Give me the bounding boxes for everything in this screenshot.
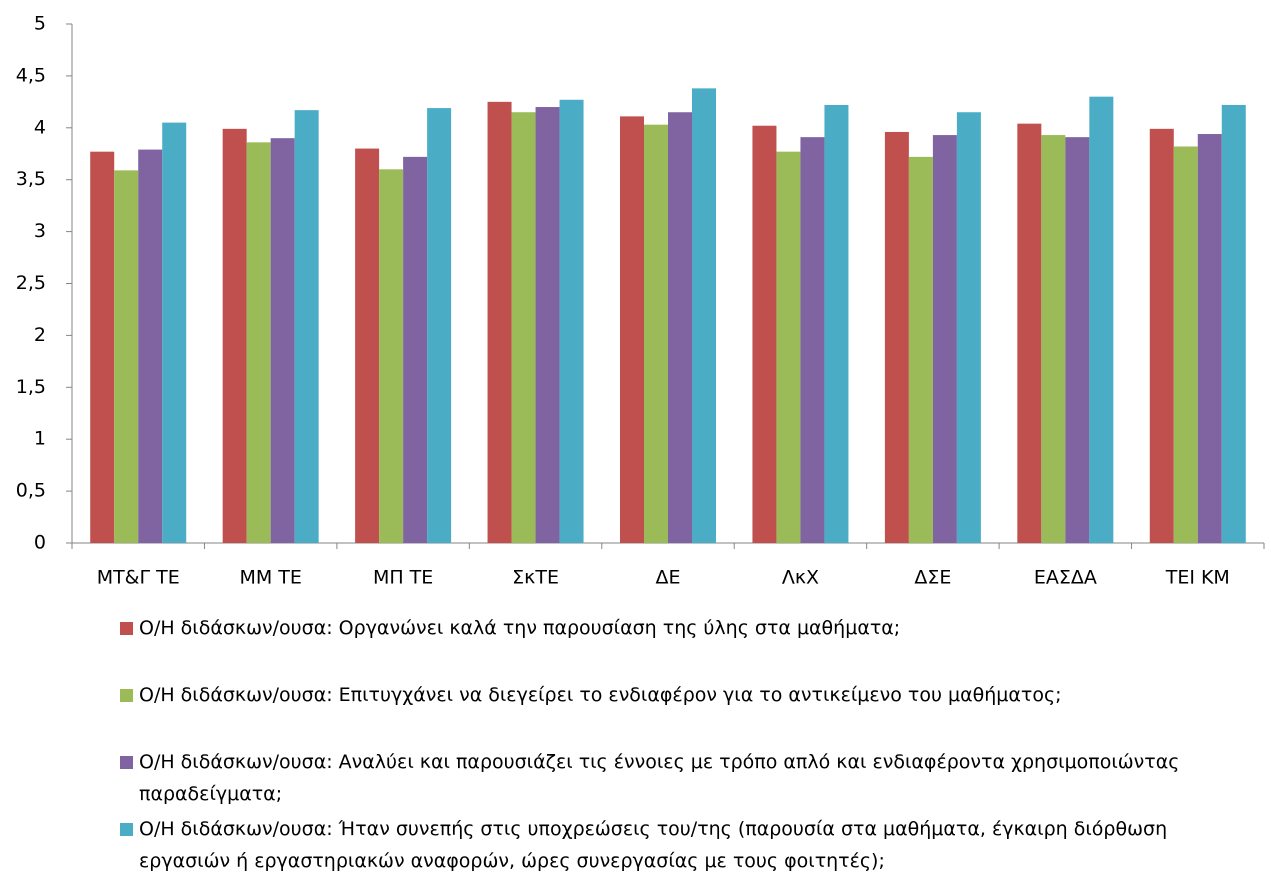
bar bbox=[1017, 123, 1042, 543]
bar bbox=[403, 156, 428, 543]
bar bbox=[884, 131, 909, 543]
bar bbox=[932, 135, 957, 544]
bar bbox=[246, 142, 271, 543]
legend-swatch bbox=[120, 756, 133, 769]
x-tick-label: ΔΣΕ bbox=[914, 567, 951, 589]
legend-swatch bbox=[120, 823, 133, 836]
bar bbox=[355, 148, 380, 543]
legend-item: Ο/Η διδάσκων/ουσα: Επιτυγχάνει να διεγεί… bbox=[120, 679, 1250, 746]
bar bbox=[487, 101, 512, 543]
legend-item: Ο/Η διδάσκων/ουσα: Ήταν συνεπής στις υπο… bbox=[120, 813, 1250, 880]
y-tick-label: 2,5 bbox=[16, 272, 46, 294]
bar bbox=[824, 104, 849, 544]
y-tick-label: 4,5 bbox=[16, 64, 46, 86]
legend-swatch bbox=[120, 689, 133, 702]
bar bbox=[90, 151, 115, 543]
y-tick-label: 0 bbox=[34, 532, 46, 554]
bar bbox=[1197, 134, 1222, 543]
bar bbox=[138, 149, 163, 543]
bar bbox=[1041, 135, 1066, 544]
legend-item: Ο/Η διδάσκων/ουσα: Αναλύει και παρουσιάζ… bbox=[120, 746, 1250, 813]
y-tick-label: 2 bbox=[34, 324, 46, 346]
legend-label: Ο/Η διδάσκων/ουσα: Ήταν συνεπής στις υπο… bbox=[139, 818, 1168, 872]
x-tick-label: ΜΜ ΤΕ bbox=[239, 567, 301, 589]
y-tick-label: 1 bbox=[34, 428, 46, 450]
y-tick-label: 4 bbox=[34, 116, 46, 138]
bar bbox=[379, 169, 404, 543]
bar bbox=[908, 156, 933, 543]
bar bbox=[294, 110, 319, 544]
legend-label: Ο/Η διδάσκων/ουσα: Επιτυγχάνει να διεγεί… bbox=[139, 684, 1062, 706]
x-tick-label: ΔΕ bbox=[655, 567, 680, 589]
bar bbox=[956, 112, 981, 543]
bar bbox=[427, 108, 452, 543]
bar bbox=[1149, 128, 1174, 543]
bar bbox=[1173, 146, 1198, 543]
bar bbox=[114, 170, 139, 543]
x-tick-label: ΜΤ&Γ ΤΕ bbox=[97, 567, 180, 589]
y-tick-label: 3 bbox=[34, 220, 46, 242]
y-tick-label: 3,5 bbox=[16, 168, 46, 190]
y-tick-label: 5 bbox=[34, 13, 46, 35]
bar bbox=[222, 128, 247, 543]
bar bbox=[800, 137, 825, 543]
bar bbox=[668, 112, 692, 543]
bar bbox=[692, 88, 716, 543]
bar bbox=[270, 138, 295, 543]
legend: Ο/Η διδάσκων/ουσα: Οργανώνει καλά την πα… bbox=[120, 612, 1250, 880]
bar bbox=[1089, 96, 1114, 543]
x-tick-label: ΣκΤΕ bbox=[512, 567, 559, 589]
bar bbox=[511, 112, 536, 543]
bar bbox=[776, 151, 801, 543]
x-tick-label: ΕΑΣΔΑ bbox=[1034, 567, 1097, 589]
bar bbox=[559, 99, 584, 544]
y-tick-label: 1,5 bbox=[16, 376, 46, 398]
x-tick-label: ΤΕΙ ΚΜ bbox=[1165, 567, 1230, 589]
x-tick-label: ΛκΧ bbox=[782, 567, 819, 589]
legend-item: Ο/Η διδάσκων/ουσα: Οργανώνει καλά την πα… bbox=[120, 612, 1250, 679]
bar bbox=[752, 125, 777, 543]
chart: 0 0,5 1 1,5 2 2,5 3 3,5 4 4,5 5 ΜΤ&Γ ΤΕ ΜΜ ΤΕ ΜΠ ΤΕ Σκ… bbox=[16, 13, 1265, 589]
legend-label: Ο/Η διδάσκων/ουσα: Οργανώνει καλά την πα… bbox=[139, 617, 901, 639]
bar bbox=[620, 116, 644, 544]
legend-swatch bbox=[120, 622, 133, 635]
x-tick-label: ΜΠ ΤΕ bbox=[373, 567, 433, 589]
legend-label: Ο/Η διδάσκων/ουσα: Αναλύει και παρουσιάζ… bbox=[139, 751, 1180, 805]
bar bbox=[1065, 137, 1090, 543]
bar bbox=[644, 124, 668, 543]
bar bbox=[535, 107, 560, 543]
y-tick-label: 0,5 bbox=[16, 480, 46, 502]
bar bbox=[1221, 104, 1246, 544]
bar bbox=[162, 122, 187, 544]
